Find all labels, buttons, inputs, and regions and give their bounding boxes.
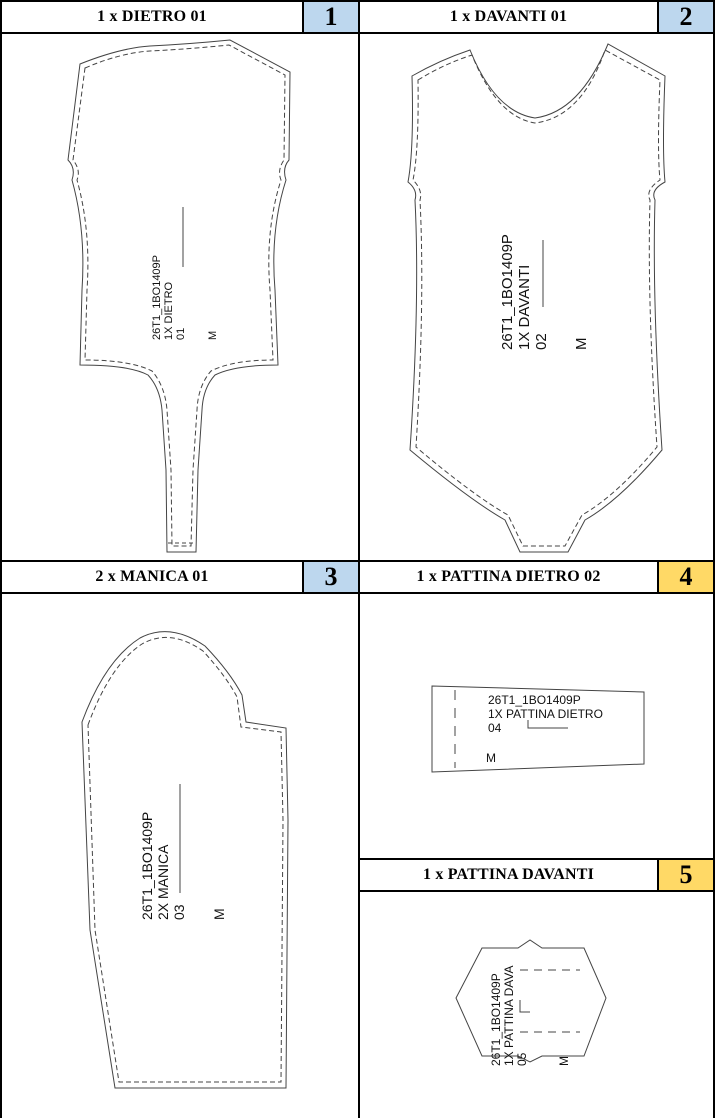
panel-3-header: 2 x MANICA 01 3 — [2, 562, 358, 594]
piece-dietro-code: 26T1_1BO1409P — [151, 255, 163, 340]
piece-pattina-davanti-size: M — [557, 1056, 571, 1066]
row-divider — [0, 560, 715, 562]
piece-davanti-index: 02 — [533, 333, 550, 350]
piece-pattina-davanti-code: 26T1_1BO1409P — [489, 973, 503, 1066]
piece-davanti-name: 1X DAVANTI — [516, 265, 533, 350]
piece-davanti-code: 26T1_1BO1409P — [499, 234, 516, 350]
piece-manica-name: 2X MANICA — [155, 844, 171, 920]
panel-1-header: 1 x DIETRO 01 1 — [2, 2, 358, 34]
piece-pattina-dietro-outline — [431, 685, 645, 773]
center-divider — [358, 0, 360, 1118]
panel-4-title: 1 x PATTINA DIETRO 02 — [416, 568, 601, 585]
panel-2-header: 1 x DAVANTI 01 2 — [360, 2, 713, 34]
left-border — [0, 0, 2, 1118]
panel-1-number: 1 — [302, 2, 358, 32]
piece-dietro-outline — [67, 39, 291, 553]
panel-5-number: 5 — [657, 860, 713, 890]
piece-davanti-outline — [407, 43, 666, 553]
right-border — [713, 0, 715, 1118]
piece-pattina-davanti-name: 1X PATTINA DAVA — [502, 966, 516, 1066]
piece-manica-size: M — [211, 908, 227, 920]
panel-2-title: 1 x DAVANTI 01 — [449, 8, 568, 25]
piece-dietro-index: 01 — [175, 328, 187, 340]
panel-1-title: 1 x DIETRO 01 — [97, 8, 207, 25]
top-border — [0, 0, 715, 2]
panel-3-number: 3 — [302, 562, 358, 592]
piece-pattina-davanti-outline — [455, 939, 607, 1063]
panel-2-number: 2 — [657, 2, 713, 32]
panel-4-number: 4 — [657, 562, 713, 592]
piece-pattina-dietro-code: 26T1_1BO1409P — [488, 693, 581, 707]
piece-dietro-label: 26T1_1BO1409P 1X DIETRO 01 M — [151, 255, 219, 340]
piece-dietro-name: 1X DIETRO — [163, 281, 175, 340]
piece-davanti-size: M — [573, 338, 590, 351]
piece-dietro-size: M — [207, 331, 219, 340]
panel-3-title: 2 x MANICA 01 — [95, 568, 209, 585]
piece-manica-outline — [81, 631, 289, 1089]
piece-manica-label: 26T1_1BO1409P 2X MANICA 03 M — [139, 812, 227, 920]
piece-pattina-dietro-size: M — [486, 751, 496, 765]
panel-5-header: 1 x PATTINA DAVANTI 5 — [360, 858, 713, 892]
panel-5-title: 1 x PATTINA DAVANTI — [422, 866, 595, 883]
piece-pattina-dietro-name: 1X PATTINA DIETRO — [488, 707, 603, 721]
piece-manica-index: 03 — [171, 904, 187, 920]
piece-pattina-davanti-label: 26T1_1BO1409P 1X PATTINA DAVA 05 M — [489, 966, 571, 1066]
panel-4-header: 1 x PATTINA DIETRO 02 4 — [360, 562, 713, 594]
piece-pattina-dietro-index: 04 — [488, 721, 502, 735]
piece-pattina-davanti-index: 05 — [515, 1052, 529, 1066]
piece-davanti-label: 26T1_1BO1409P 1X DAVANTI 02 M — [499, 234, 590, 350]
piece-pattina-dietro-label: 26T1_1BO1409P 1X PATTINA DIETRO 04 M — [486, 693, 603, 765]
piece-manica-code: 26T1_1BO1409P — [139, 812, 155, 920]
